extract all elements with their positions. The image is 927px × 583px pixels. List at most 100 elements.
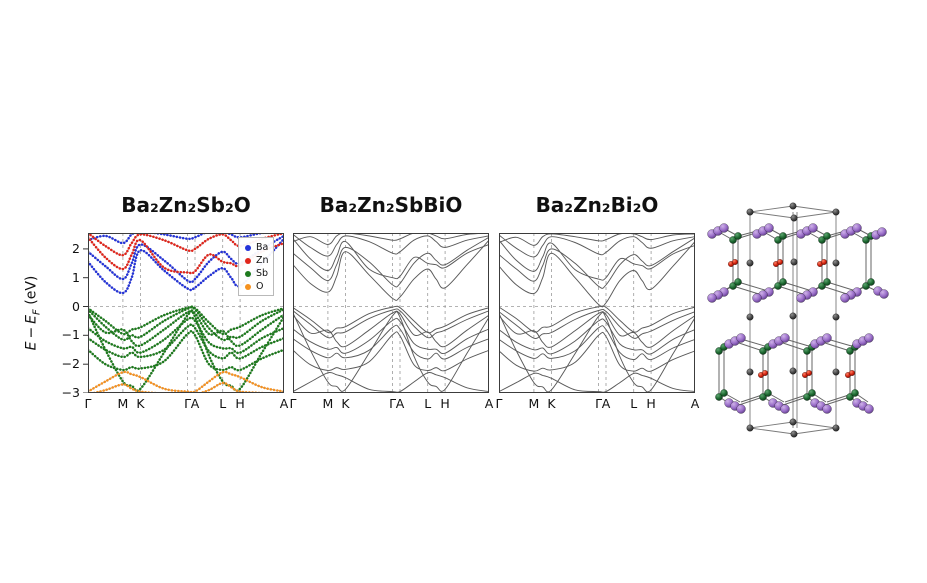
legend-item: Zn xyxy=(243,254,269,267)
fatband-Sb-v5 xyxy=(88,323,284,360)
fatband-Sb-v6 xyxy=(88,329,284,372)
band-v6 xyxy=(293,331,489,372)
atom-Ba xyxy=(790,214,798,222)
atom-SbBi xyxy=(840,293,850,303)
atom-SbBi xyxy=(822,333,832,343)
x-tick-label: H xyxy=(646,396,656,411)
atom-Ba xyxy=(832,368,840,376)
legend-dot-Ba xyxy=(245,244,251,251)
band-c1 xyxy=(293,239,489,301)
atom-SbBi xyxy=(752,293,762,303)
atom-Ba xyxy=(746,424,754,432)
atom-O xyxy=(731,258,739,266)
atom-O xyxy=(776,258,784,266)
band-c5 xyxy=(293,233,489,245)
atom-Zn xyxy=(808,389,816,397)
panel-title-3: Ba₂Zn₂Bi₂O xyxy=(535,193,659,217)
atom-Zn xyxy=(779,278,787,286)
x-tick-label: L xyxy=(424,396,432,411)
legend-item: Ba xyxy=(243,241,269,254)
fatband-Sb-v2 xyxy=(88,305,284,342)
atom-Zn xyxy=(774,282,782,290)
plot-area xyxy=(499,233,695,393)
y-label-sub-F: F xyxy=(31,309,43,315)
atom-Zn xyxy=(715,347,723,355)
atom-Ba xyxy=(789,367,797,375)
atom-Zn xyxy=(867,278,875,286)
atom-SbBi xyxy=(780,333,790,343)
y-tick-label: 0 xyxy=(72,298,80,314)
atom-SbBi xyxy=(822,404,832,414)
atom-Zn xyxy=(720,389,728,397)
y-tick-label: −1 xyxy=(61,327,80,343)
atom-SbBi xyxy=(707,293,717,303)
bond xyxy=(740,338,769,348)
x-tick-label: Γ xyxy=(389,396,397,411)
band-v7 xyxy=(499,311,695,393)
panel-title-2: Ba₂Zn₂SbBiO xyxy=(319,193,463,217)
atom-SbBi xyxy=(879,289,889,299)
x-tick-label: A xyxy=(690,396,700,411)
plot-frame xyxy=(88,233,284,393)
atom-Zn xyxy=(759,393,767,401)
panel-title-1: Ba₂Zn₂Sb₂O xyxy=(121,193,251,217)
x-tick-label: Γ xyxy=(184,396,192,411)
y-tick-label: 2 xyxy=(72,240,80,256)
band-v1 xyxy=(293,305,489,334)
x-tick-label: A xyxy=(190,396,200,411)
y-tick-label: −2 xyxy=(61,356,80,372)
atom-Ba xyxy=(746,313,754,321)
legend-label: Sb xyxy=(256,268,269,279)
atom-SbBi xyxy=(764,223,774,233)
bond xyxy=(782,281,813,292)
atom-Zn xyxy=(759,347,767,355)
bond xyxy=(826,281,857,292)
x-tick-label: H xyxy=(235,396,245,411)
atom-Zn xyxy=(846,347,854,355)
bond xyxy=(784,338,813,348)
plot-area xyxy=(293,233,489,393)
atom-SbBi xyxy=(808,223,818,233)
y-label-E: E xyxy=(23,341,40,351)
band-v4 xyxy=(293,317,489,355)
band-v2 xyxy=(293,308,489,339)
atom-Zn xyxy=(862,282,870,290)
x-tick-label: A xyxy=(279,396,289,411)
atom-Zn xyxy=(803,393,811,401)
x-tick-label: K xyxy=(547,396,556,411)
atom-Zn xyxy=(823,232,831,240)
band-v4 xyxy=(499,318,695,355)
band-v1 xyxy=(499,305,695,333)
band-plot-1 xyxy=(88,233,284,393)
legend-item: O xyxy=(243,280,269,293)
band-c3 xyxy=(293,238,489,280)
y-label-minus: − xyxy=(23,326,40,339)
band-v5 xyxy=(499,325,695,361)
atom-SbBi xyxy=(877,227,887,237)
atom-Zn xyxy=(729,236,737,244)
legend-label: Ba xyxy=(256,242,269,253)
x-tick-label: Γ xyxy=(289,396,297,411)
atom-Zn xyxy=(779,232,787,240)
band-v3 xyxy=(293,310,489,348)
band-underlay xyxy=(88,371,284,393)
legend-dot-Sb xyxy=(245,270,251,277)
atom-Ba xyxy=(832,313,840,321)
atom-Zn xyxy=(818,236,826,244)
legend-label: Zn xyxy=(256,255,269,266)
atom-Zn xyxy=(851,389,859,397)
atom-Zn xyxy=(764,389,772,397)
y-axis-label: E−EF (eV) xyxy=(24,253,43,373)
atom-O xyxy=(820,258,828,266)
bond xyxy=(779,341,808,352)
atom-SbBi xyxy=(736,404,746,414)
x-tick-label: A xyxy=(484,396,494,411)
legend-item: Sb xyxy=(243,267,269,280)
legend-dot-Zn xyxy=(245,257,251,264)
bond xyxy=(821,341,851,352)
y-tick-marks xyxy=(83,248,88,393)
band-c5 xyxy=(499,233,695,246)
band-c2 xyxy=(499,237,695,289)
